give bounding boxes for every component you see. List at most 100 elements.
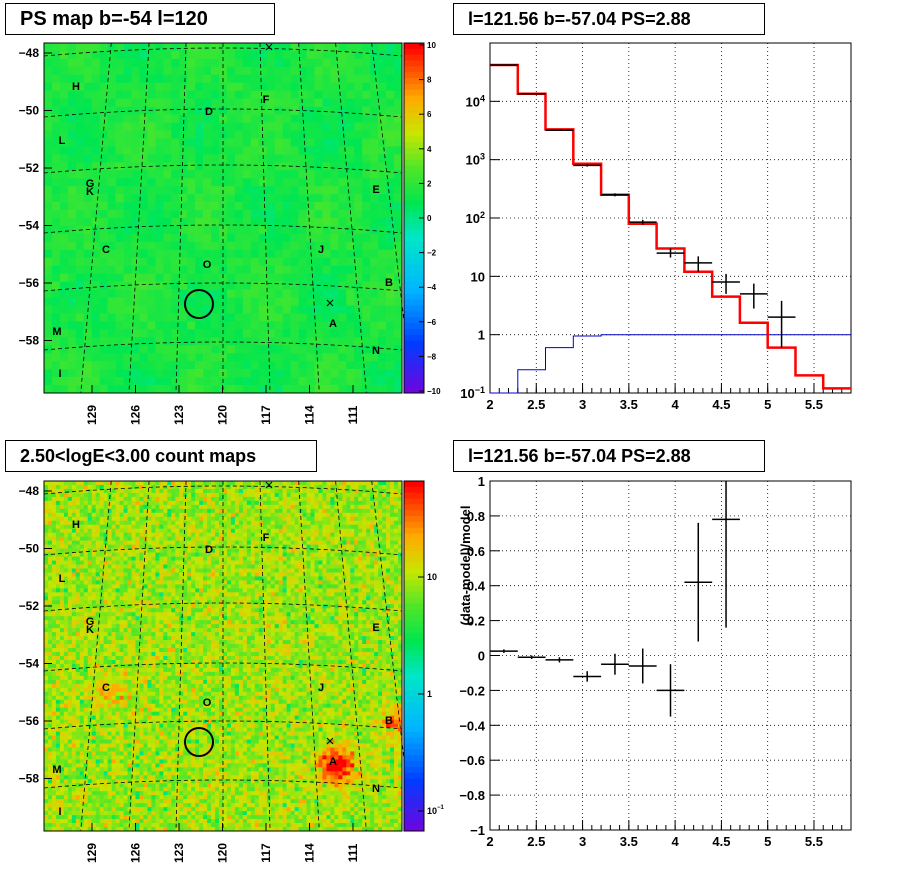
count-map-pixel <box>386 528 391 534</box>
count-map-pixel <box>171 504 176 510</box>
count-map-pixel <box>63 580 69 585</box>
count-map-pixel <box>71 568 77 573</box>
count-map-pixel <box>91 481 97 486</box>
count-map-pixel <box>195 596 200 601</box>
count-map-pixel <box>223 600 228 605</box>
ps-map-pixel <box>107 353 116 362</box>
count-map-pixel <box>223 560 228 565</box>
ps-map-pixel <box>298 122 307 131</box>
ps-map-pixel <box>75 74 85 84</box>
count-map-pixel <box>67 588 73 593</box>
count-map-pixel <box>59 556 65 561</box>
count-map-pixel <box>115 481 120 486</box>
ps-map-pixel <box>330 337 339 346</box>
count-map-pixel <box>71 556 77 561</box>
count-map-pixel <box>79 512 85 518</box>
ps-map-pixel <box>171 90 180 99</box>
count-map-pixel <box>310 512 315 518</box>
ps-map-pixel <box>195 361 204 370</box>
count-map-pixel <box>306 481 311 486</box>
count-map-pixel <box>147 600 152 605</box>
ps-map-pixel <box>258 186 268 195</box>
ps-map-pixel <box>258 122 268 131</box>
count-map-pixel <box>199 588 204 593</box>
ps-map-pixel <box>171 273 180 282</box>
count-map-pixel <box>123 580 128 585</box>
count-map-pixel <box>394 568 399 573</box>
count-map-pixel <box>382 504 387 510</box>
ps-map-source-label: C <box>102 244 110 256</box>
ps-map-pixel <box>226 305 236 314</box>
ps-map-pixel <box>362 345 371 354</box>
ps-map-pixel <box>322 321 331 330</box>
ps-map-pixel <box>274 82 283 92</box>
ps-map-pixel <box>67 369 77 378</box>
ps-map-pixel <box>179 241 188 251</box>
count-map-pixel <box>99 520 104 526</box>
count-map-pixel <box>59 592 65 597</box>
count-map-pixel <box>390 596 395 601</box>
count-map-pixel <box>163 496 168 502</box>
count-map-pixel <box>83 500 89 506</box>
count-map-pixel <box>294 528 299 534</box>
ps-map-pixel <box>314 369 323 378</box>
count-map-pixel <box>111 516 116 522</box>
count-map-pixel <box>111 560 116 565</box>
count-map-pixel <box>223 588 228 593</box>
count-map-pixel <box>254 536 260 541</box>
count-map-pixel <box>195 484 200 490</box>
count-map-pixel <box>362 500 367 506</box>
count-map-pixel <box>290 584 295 589</box>
count-map-pixel <box>354 492 359 498</box>
ps-map-pixel <box>338 74 347 84</box>
count-map-pixel <box>83 592 89 597</box>
ps-map-pixel <box>139 66 148 76</box>
count-map-pixel <box>207 532 212 537</box>
count-map-pixel <box>226 520 232 526</box>
count-map-pixel <box>119 588 124 593</box>
count-map-pixel <box>151 556 156 561</box>
count-map-pixel <box>159 588 164 593</box>
ps-map-pixel <box>386 58 395 68</box>
count-map-pixel <box>374 504 379 510</box>
count-map-pixel <box>179 560 184 565</box>
count-map-pixel <box>147 528 152 534</box>
count-map-pixel <box>274 552 279 557</box>
ps-map-pixel <box>91 233 100 243</box>
count-map-pixel <box>226 500 232 506</box>
count-map-pixel <box>183 564 188 569</box>
count-map-pixel <box>386 548 391 553</box>
ps-map-pixel <box>123 289 132 298</box>
count-map-pixel <box>386 516 391 522</box>
ps-map-pixel <box>99 233 108 243</box>
count-map-pixel <box>298 592 303 597</box>
count-map-pixel <box>258 528 264 534</box>
ps-map-pixel <box>338 202 347 211</box>
ps-map-pixel <box>266 170 276 179</box>
ps-map-pixel <box>51 329 61 338</box>
count-map-pixel <box>47 496 53 502</box>
count-map-pixel <box>115 500 120 506</box>
ps-map-pixel <box>354 385 363 394</box>
count-map-pixel <box>115 496 120 502</box>
ps-map-pixel <box>314 385 323 394</box>
count-map-pixel <box>159 568 164 573</box>
count-map-pixel <box>167 500 172 506</box>
count-map-pixel <box>382 564 387 569</box>
ps-map-pixel <box>314 178 323 187</box>
count-map-pixel <box>159 560 164 565</box>
ps-map-pixel <box>91 345 100 354</box>
count-map-pixel <box>342 552 347 557</box>
ps-map-pixel <box>51 225 61 235</box>
ps-map-pixel <box>115 194 124 203</box>
ps-map-pixel <box>250 43 260 52</box>
count-map-pixel <box>99 516 104 522</box>
count-map-pixel <box>203 564 208 569</box>
ps-map-pixel <box>59 218 69 227</box>
count-map-pixel <box>258 560 264 565</box>
count-map-pixel <box>238 548 244 553</box>
count-map-pixel <box>294 500 299 506</box>
ps-map-pixel <box>314 194 323 203</box>
count-map-pixel <box>238 592 244 597</box>
ps-map-pixel <box>250 329 260 338</box>
